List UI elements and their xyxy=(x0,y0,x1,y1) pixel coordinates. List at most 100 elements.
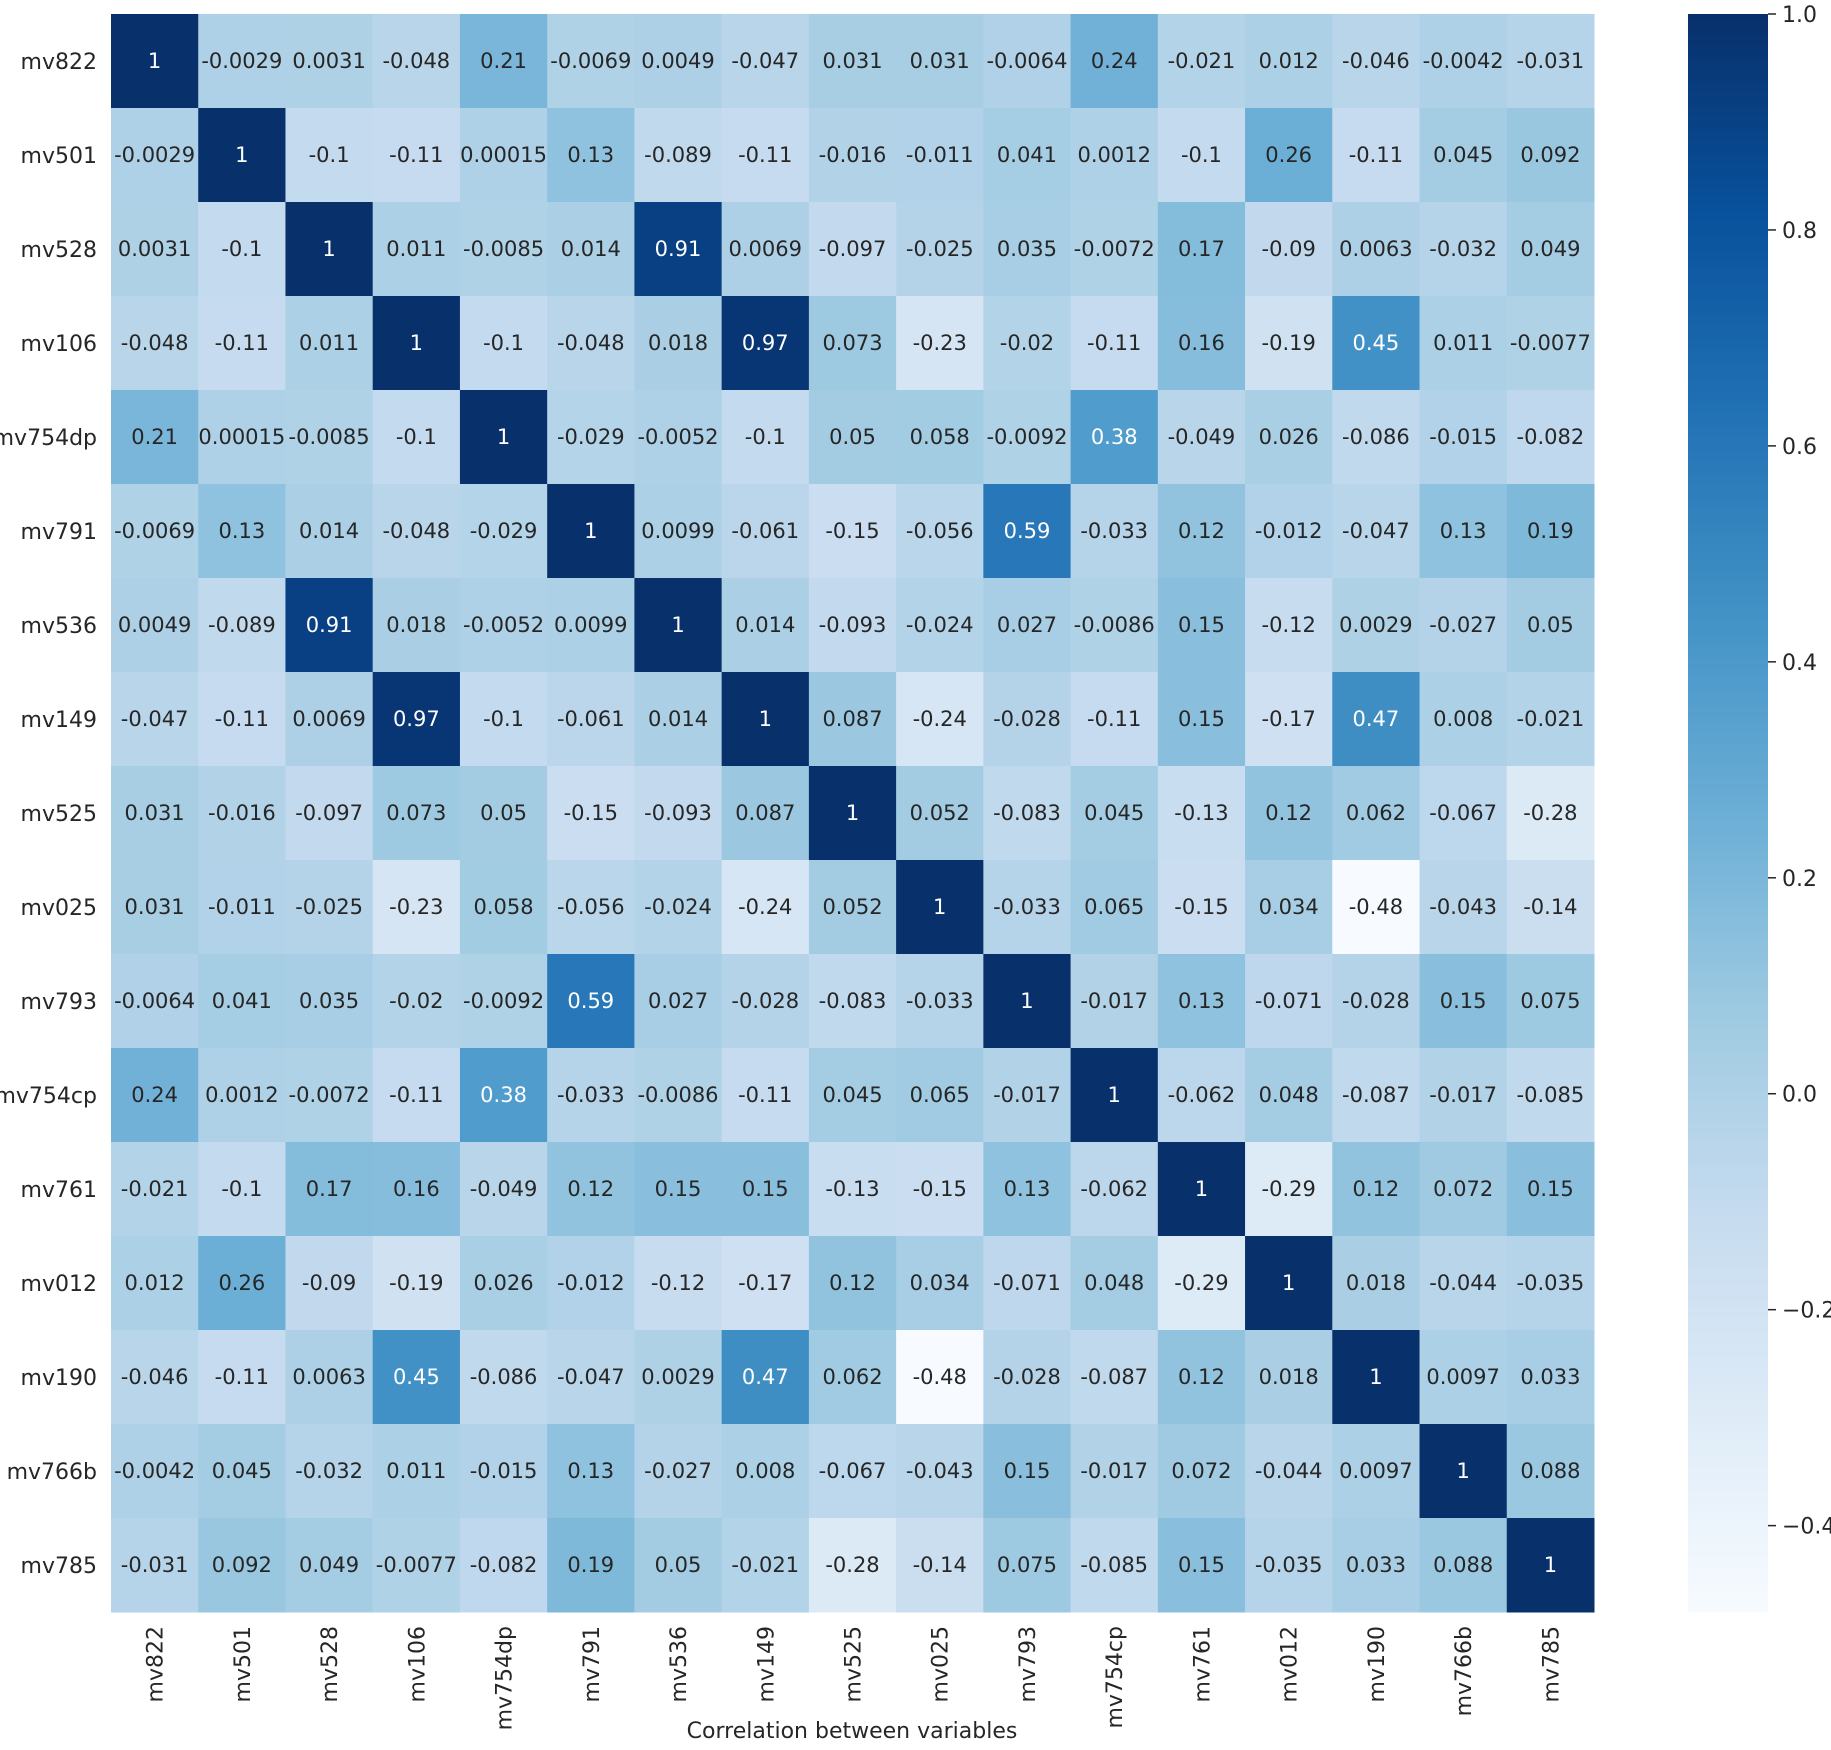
cell-value-label: -0.02 xyxy=(1000,331,1054,355)
heatmap-cell xyxy=(1332,860,1421,955)
cell-value-label: 0.0049 xyxy=(118,613,191,637)
heatmap-cell xyxy=(1070,766,1159,861)
cell-value-label: 0.15 xyxy=(1178,1553,1225,1577)
column-label-mv761: mv761 xyxy=(1190,1626,1215,1702)
heatmap-cell xyxy=(111,108,199,203)
heatmap-cell xyxy=(111,1330,199,1425)
heatmap-cell xyxy=(547,1424,635,1519)
heatmap-cell xyxy=(808,766,897,861)
cell-value-label: 1 xyxy=(322,237,335,261)
cell-value-label: 0.062 xyxy=(822,1365,882,1389)
column-label-mv025: mv025 xyxy=(929,1626,954,1702)
heatmap-cell xyxy=(1506,484,1595,579)
cell-value-label: -0.0072 xyxy=(1074,237,1155,261)
cell-value-label: 0.065 xyxy=(1084,895,1144,919)
cell-value-label: -0.0086 xyxy=(637,1083,718,1107)
cell-value-label: -0.23 xyxy=(913,331,967,355)
heatmap-cell xyxy=(1332,766,1421,861)
heatmap-cell xyxy=(983,578,1072,673)
row-label-mv791: mv791 xyxy=(21,520,97,545)
heatmap-cell xyxy=(459,1424,548,1519)
cell-value-label: 0.45 xyxy=(1353,331,1400,355)
heatmap-cell xyxy=(459,1142,548,1237)
column-labels: mv822 mv501 mv528 mv106 mv754dp mv791 mv536 mv1… xyxy=(144,1626,1565,1730)
heatmap-cell xyxy=(1157,1048,1246,1143)
heatmap-cell xyxy=(111,578,199,673)
heatmap-cell xyxy=(1245,390,1333,485)
cell-value-label: 0.05 xyxy=(655,1553,702,1577)
cell-value-label: -0.1 xyxy=(483,707,524,731)
cell-value-label: 0.26 xyxy=(1265,143,1312,167)
cell-value-label: 0.16 xyxy=(393,1177,440,1201)
cell-value-label: 0.12 xyxy=(1353,1177,1400,1201)
cell-value-label: -0.0086 xyxy=(1074,613,1155,637)
cell-value-label: -0.087 xyxy=(1080,1365,1148,1389)
cell-value-label: -0.1 xyxy=(745,425,786,449)
cell-value-label: -0.049 xyxy=(1168,425,1236,449)
cell-value-label: 0.13 xyxy=(567,1459,614,1483)
cell-value-label: -0.033 xyxy=(557,1083,625,1107)
heatmap-cell xyxy=(459,954,548,1049)
cell-value-label: 0.00015 xyxy=(460,143,547,167)
cell-value-label: -0.12 xyxy=(651,1271,705,1295)
heatmap-cell xyxy=(459,1330,548,1425)
heatmap-cell xyxy=(1419,108,1508,203)
cell-value-label: -0.09 xyxy=(302,1271,356,1295)
heatmap-cell xyxy=(808,1142,897,1237)
cell-value-label: -0.11 xyxy=(215,331,269,355)
heatmap-cell xyxy=(198,1424,286,1519)
cell-value-label: 0.19 xyxy=(567,1553,614,1577)
heatmap-cell xyxy=(459,578,548,673)
heatmap-cell xyxy=(459,14,548,109)
heatmap-cell xyxy=(896,766,984,861)
heatmap-cell xyxy=(198,860,286,955)
row-label-mv012: mv012 xyxy=(21,1272,97,1297)
heatmap-cell xyxy=(983,766,1072,861)
cell-value-label: 0.12 xyxy=(1178,519,1225,543)
cell-value-label: 0.018 xyxy=(1346,1271,1406,1295)
heatmap-cell xyxy=(285,578,374,673)
cell-value-label: 1 xyxy=(1282,1271,1295,1295)
cell-value-label: -0.048 xyxy=(557,331,625,355)
heatmap-cell xyxy=(721,1330,810,1425)
heatmap-cell xyxy=(983,202,1072,297)
cell-value-label: -0.0085 xyxy=(289,425,370,449)
cell-value-label: -0.062 xyxy=(1080,1177,1148,1201)
cell-value-label: -0.11 xyxy=(215,1365,269,1389)
heatmap-cell xyxy=(808,296,897,391)
heatmap-cell xyxy=(285,954,374,1049)
heatmap-cell xyxy=(111,390,199,485)
heatmap-cell xyxy=(111,766,199,861)
heatmap-cell xyxy=(1419,954,1508,1049)
cell-value-label: 0.97 xyxy=(742,331,789,355)
heatmap-cell xyxy=(1506,1330,1595,1425)
heatmap-cell xyxy=(896,296,984,391)
heatmap-cell xyxy=(1419,1330,1508,1425)
cell-value-label: -0.071 xyxy=(1255,989,1323,1013)
cell-value-label: -0.048 xyxy=(121,331,189,355)
cell-value-label: 0.38 xyxy=(1091,425,1138,449)
heatmap-cell xyxy=(1245,672,1333,767)
cell-value-label: 0.0012 xyxy=(1077,143,1150,167)
cell-value-label: 0.59 xyxy=(1004,519,1051,543)
cell-value-label: -0.083 xyxy=(819,989,887,1013)
cell-value-label: 0.13 xyxy=(1440,519,1487,543)
heatmap-cell xyxy=(1419,1424,1508,1519)
row-label-mv528: mv528 xyxy=(21,238,97,263)
heatmap-cell xyxy=(372,484,461,579)
cell-value-label: -0.15 xyxy=(825,519,879,543)
heatmap-cell xyxy=(1245,108,1333,203)
column-label-mv766b: mv766b xyxy=(1452,1626,1477,1716)
cell-value-label: 0.0099 xyxy=(641,519,714,543)
heatmap-cell xyxy=(896,1142,984,1237)
heatmap-cell xyxy=(983,1424,1072,1519)
cell-value-label: -0.23 xyxy=(389,895,443,919)
cell-value-label: -0.1 xyxy=(483,331,524,355)
heatmap-cell xyxy=(547,1330,635,1425)
cell-value-label: 0.0069 xyxy=(292,707,365,731)
heatmap-cell xyxy=(634,484,723,579)
heatmap-cell xyxy=(983,14,1072,109)
heatmap-cell xyxy=(285,1330,374,1425)
heatmap-cell xyxy=(547,1518,635,1613)
heatmap-cell xyxy=(459,484,548,579)
